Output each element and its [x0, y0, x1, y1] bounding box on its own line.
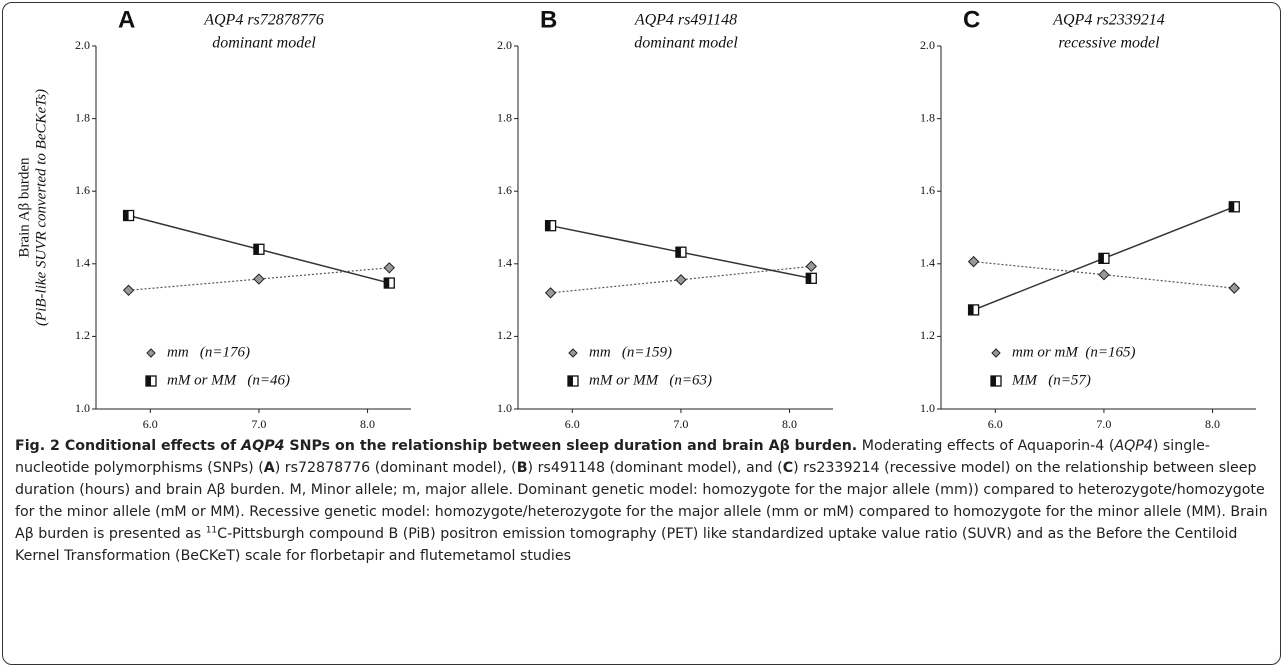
legend-marker: [146, 348, 156, 358]
x-tick-label: 6.0: [988, 417, 1003, 431]
legend-label: mm (n=176): [167, 344, 250, 360]
y-tick-label: 2.0: [497, 38, 512, 52]
caption-text: B: [516, 460, 528, 476]
chart-subtitle: dominant model: [212, 35, 316, 52]
caption-text: ) single-nucleotide polymorphisms (SNPs)…: [15, 438, 1211, 476]
marker: [383, 262, 395, 274]
marker-half: [675, 247, 681, 258]
x-tick-label: 7.0: [251, 417, 266, 431]
marker: [967, 255, 980, 268]
y-tick-label: 1.2: [75, 328, 90, 342]
marker: [1228, 282, 1240, 294]
marker: [253, 273, 265, 285]
y-tick-label: 1.0: [497, 401, 512, 415]
y-tick-label: 2.0: [75, 38, 90, 52]
chart-title: AQP4 rs2339214: [1052, 12, 1165, 29]
caption-text: A: [263, 460, 275, 476]
marker-half: [545, 220, 551, 231]
caption-text: SNPs on the relationship between sleep d…: [284, 438, 858, 454]
chart-subtitle: dominant model: [634, 35, 738, 52]
y-tick-label: 1.8: [497, 110, 512, 124]
y-tick-label: 1.0: [920, 401, 935, 415]
legend-label: mM or MM (n=63): [589, 372, 712, 388]
chart-title: AQP4 rs491148: [634, 12, 737, 29]
legend-label: MM (n=57): [1011, 372, 1091, 388]
x-tick-label: 6.0: [143, 417, 158, 431]
y-tick-label: 1.6: [75, 183, 90, 197]
legend-marker: [991, 348, 1001, 358]
chart: 1.01.21.41.61.82.06.07.08.0Duration (hou…: [920, 6, 1256, 431]
y-tick-label: 2.0: [920, 38, 935, 52]
charts: 1.01.21.41.61.82.06.07.08.0Duration (hou…: [16, 6, 1256, 431]
marker-half: [1229, 201, 1235, 212]
y-tick-label: 1.4: [497, 256, 512, 270]
caption-text: Fig. 2 Conditional effects of: [15, 438, 242, 454]
y-tick-label: 1.6: [497, 183, 512, 197]
y-tick-label: 1.8: [920, 110, 935, 124]
x-tick-label: 6.0: [565, 417, 580, 431]
x-tick-label: 8.0: [1205, 417, 1220, 431]
caption-text: AQP4: [1114, 438, 1153, 454]
y-tick-label: 1.4: [75, 256, 90, 270]
caption-text: C: [782, 460, 794, 476]
y-axis-label: (PiB-like SUVR converted to BeCKeTs): [33, 89, 49, 326]
panel-label: A: [118, 6, 135, 33]
marker-half: [968, 304, 974, 315]
y-tick-label: 1.2: [497, 328, 512, 342]
caption-text: C-Pittsburgh compound B (PiB) positron e…: [15, 526, 1238, 564]
y-tick-label: 1.0: [75, 401, 90, 415]
legend-label: mm or mM (n=165): [1012, 344, 1135, 360]
chart-title: AQP4 rs72878776: [203, 12, 324, 29]
panel-label: B: [540, 6, 557, 33]
y-tick-label: 1.6: [920, 183, 935, 197]
legend-marker-half: [146, 376, 151, 386]
marker: [544, 287, 557, 299]
legend-marker-half: [568, 376, 573, 386]
caption-text: AQP4: [241, 438, 285, 454]
y-tick-label: 1.4: [920, 256, 935, 270]
chart: 1.01.21.41.61.82.06.07.08.0Duration (hou…: [497, 6, 833, 431]
caption-text: ) rs2339214 (recessive model) on the rel…: [15, 460, 1268, 542]
marker-half: [806, 273, 812, 284]
marker: [805, 260, 817, 273]
caption-text: 11: [205, 525, 218, 536]
marker-half: [1098, 253, 1104, 264]
marker: [675, 274, 687, 286]
x-tick-label: 7.0: [1096, 417, 1111, 431]
chart: 1.01.21.41.61.82.06.07.08.0Duration (hou…: [16, 6, 411, 431]
x-tick-label: 8.0: [360, 417, 375, 431]
caption: Fig. 2 Conditional effects of AQP4 SNPs …: [15, 435, 1277, 567]
legend-marker-half: [991, 376, 996, 386]
panel-label: C: [963, 6, 980, 33]
x-tick-label: 8.0: [782, 417, 797, 431]
marker-half: [123, 210, 129, 221]
chart-subtitle: recessive model: [1058, 35, 1160, 52]
legend-marker: [568, 348, 578, 358]
caption-text: Moderating effects of Aquaporin-4 (: [857, 438, 1115, 454]
caption-text: ) rs491148 (dominant model), and (: [527, 460, 783, 476]
marker: [122, 284, 135, 297]
y-tick-label: 1.8: [75, 110, 90, 124]
legend-label: mM or MM (n=46): [167, 372, 290, 388]
caption-title: Fig. 2 Conditional effects of AQP4 SNPs …: [15, 438, 857, 454]
x-tick-label: 7.0: [673, 417, 688, 431]
caption-text: ) rs72878776 (dominant model), (: [274, 460, 517, 476]
legend-label: mm (n=159): [589, 344, 672, 360]
y-tick-label: 1.2: [920, 328, 935, 342]
marker: [1098, 268, 1110, 281]
marker-half: [384, 278, 390, 289]
y-axis-label: Brain Aβ burden: [16, 157, 32, 258]
marker-half: [253, 244, 259, 255]
